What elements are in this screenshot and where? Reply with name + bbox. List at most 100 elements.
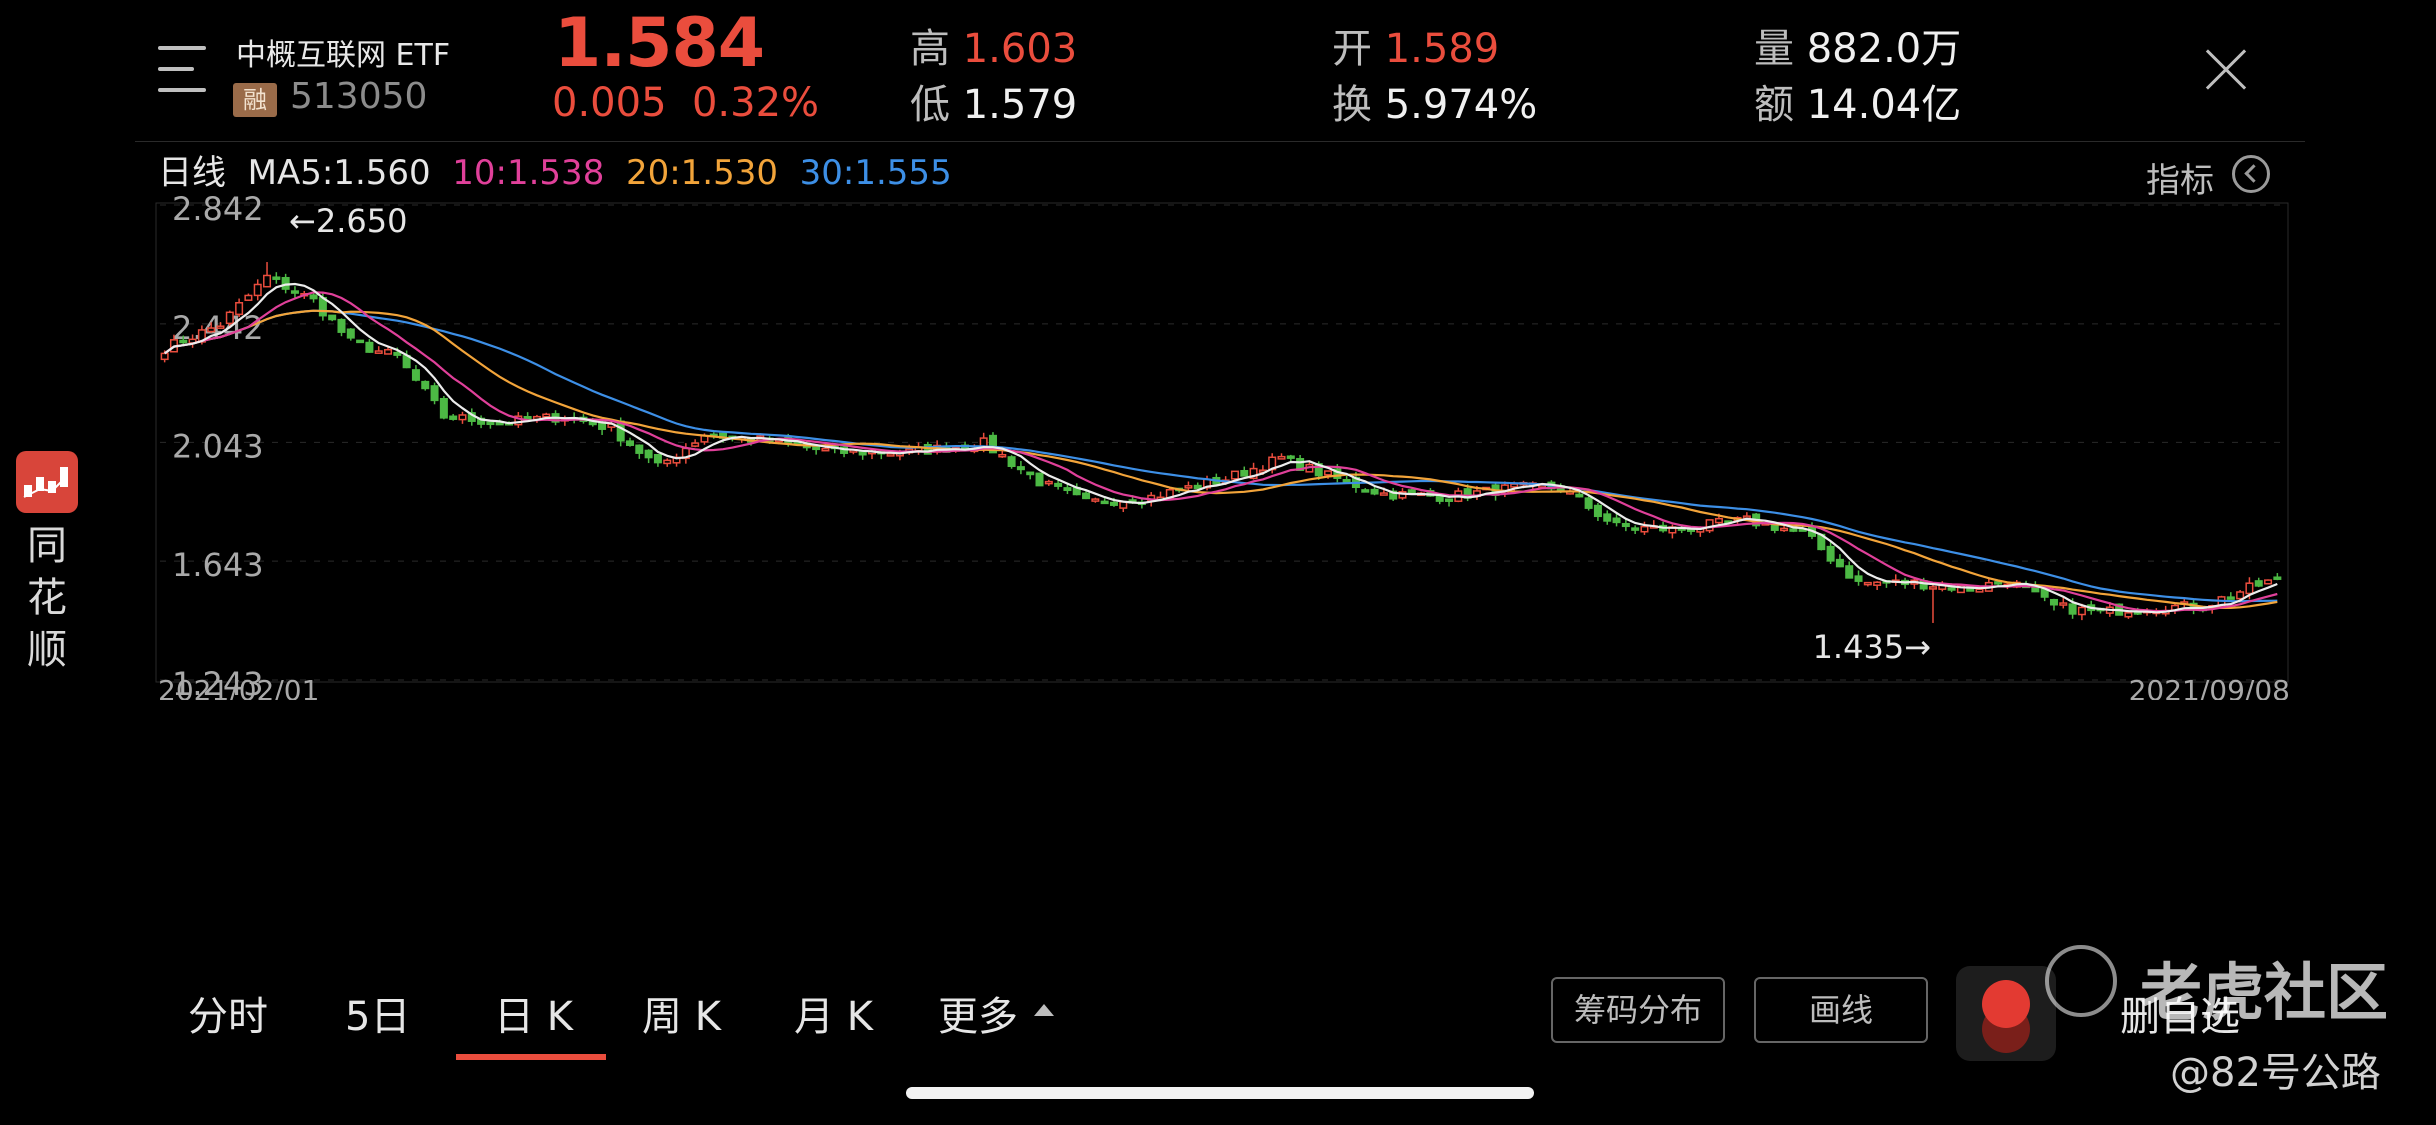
- candle-body: [644, 449, 653, 459]
- candle-body: [998, 453, 1007, 458]
- candle-body: [1184, 485, 1193, 489]
- candle-body: [2236, 591, 2245, 600]
- candle-body: [421, 380, 430, 390]
- ma30-legend: 30:1.555: [799, 153, 952, 193]
- chevron-left-icon[interactable]: [2232, 155, 2270, 193]
- stock-name: 中概互联网 ETF: [236, 38, 451, 73]
- x-tick-label-end: 2021/09/08: [2129, 674, 2290, 700]
- tonghuashun-label[interactable]: 同花顺: [27, 523, 67, 673]
- candle-body: [2124, 612, 2133, 618]
- tab-intraday[interactable]: 分时: [188, 994, 268, 1040]
- last-price: 1.584: [554, 4, 765, 83]
- candle-body: [1835, 558, 1844, 568]
- candle-body: [1780, 527, 1789, 532]
- candle-body: [1407, 489, 1416, 494]
- candle-body: [1928, 586, 1937, 590]
- y-tick-label: 1.643: [172, 546, 264, 584]
- candle-body: [1379, 492, 1388, 496]
- watermark-logo-icon: [2045, 945, 2117, 1017]
- candle-body: [2049, 598, 2058, 606]
- candle-body: [886, 453, 895, 457]
- menu-icon[interactable]: [158, 46, 212, 94]
- candle-body: [691, 442, 700, 447]
- main-plot-frame: [155, 202, 2289, 683]
- candle-body: [1789, 528, 1798, 532]
- candle-body: [439, 397, 448, 419]
- candle-body: [2068, 603, 2077, 615]
- candle-body: [393, 351, 402, 356]
- candle-body: [374, 350, 383, 354]
- tab-more[interactable]: 更多: [938, 994, 1018, 1040]
- ma30-line: [164, 309, 2278, 603]
- candle-body: [458, 414, 467, 421]
- tab-daily-k[interactable]: 日 K: [494, 994, 573, 1040]
- tab-5day[interactable]: 5日: [345, 994, 411, 1040]
- candle-body: [309, 294, 318, 300]
- watermark-brand: 老虎社区: [2140, 956, 2389, 1029]
- candle-body: [514, 415, 523, 426]
- candle-body: [1026, 471, 1035, 476]
- tonghuashun-icon[interactable]: [16, 451, 78, 513]
- candle-body: [1193, 484, 1202, 490]
- candle-body: [1324, 470, 1333, 476]
- low-stat: 低 1.579: [910, 82, 1078, 128]
- remove-favorite-button[interactable]: 删自选: [2120, 994, 2240, 1040]
- candle-body: [1510, 483, 1519, 488]
- tab-weekly-k[interactable]: 周 K: [642, 994, 721, 1040]
- candle-body: [235, 302, 244, 316]
- candle-body: [1603, 513, 1612, 522]
- candle-body: [244, 294, 253, 301]
- chip-distribution-button[interactable]: 筹码分布: [1551, 977, 1725, 1043]
- candle-body: [337, 318, 346, 333]
- candle-body: [216, 325, 225, 329]
- y-tick-label: 2.842: [172, 190, 264, 228]
- ma20-legend: 20:1.530: [625, 153, 779, 193]
- candle-body: [1389, 490, 1398, 500]
- candle-body: [346, 328, 355, 339]
- candle-body: [2059, 602, 2068, 606]
- ma10-legend: 10:1.538: [452, 153, 605, 193]
- candle-body: [1007, 456, 1016, 468]
- candle-body: [1091, 498, 1100, 502]
- candle-body: [1342, 479, 1351, 483]
- triangle-up-icon[interactable]: [1034, 1004, 1054, 1016]
- candle-body: [2245, 582, 2254, 595]
- candle-body: [1714, 517, 1723, 524]
- candle-body: [1947, 587, 1956, 591]
- candle-body: [272, 276, 281, 280]
- candle-body: [635, 444, 644, 454]
- chart-period-label: 日线: [158, 153, 226, 193]
- x-tick-label-start: 2021/02/01: [158, 674, 319, 700]
- candle-body: [1277, 455, 1286, 460]
- candle-body: [2077, 606, 2086, 616]
- candle-body: [1109, 501, 1118, 506]
- candle-body: [263, 274, 272, 288]
- favorite-dot-icon[interactable]: [1982, 980, 2030, 1028]
- candle-body: [225, 311, 234, 325]
- candle-body: [1584, 497, 1593, 509]
- open-stat: 开 1.589: [1332, 26, 1500, 72]
- candle-body: [486, 421, 495, 426]
- candle-body: [1593, 504, 1602, 518]
- candle-body: [1621, 522, 1630, 528]
- tab-monthly-k[interactable]: 月 K: [794, 994, 873, 1040]
- candle-body: [384, 348, 393, 355]
- candle-body: [821, 447, 830, 452]
- ma5-legend: MA5:1.560: [247, 153, 431, 193]
- candle-body: [1854, 575, 1863, 582]
- home-indicator[interactable]: [906, 1087, 1534, 1099]
- draw-line-button[interactable]: 画线: [1754, 977, 1928, 1043]
- high-stat: 高 1.603: [910, 26, 1078, 72]
- candle-body: [653, 454, 662, 464]
- y-tick-label: 1.243: [172, 665, 264, 700]
- indicator-button[interactable]: 指标: [2146, 161, 2214, 201]
- candle-body: [1370, 488, 1379, 495]
- candle-body: [1063, 487, 1072, 492]
- change-abs: 0.005: [552, 80, 667, 126]
- change-pct: 0.32%: [691, 80, 820, 126]
- candle-body: [812, 446, 821, 451]
- candle-body: [1044, 480, 1053, 485]
- candle-body: [1240, 469, 1249, 477]
- candle-body: [2264, 579, 2273, 585]
